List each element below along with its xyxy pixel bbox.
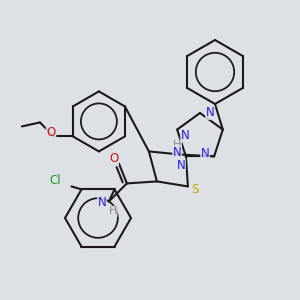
Text: O: O (109, 152, 119, 165)
Text: N: N (173, 146, 182, 159)
Text: N: N (176, 159, 185, 172)
Text: S: S (191, 183, 199, 196)
Text: H: H (173, 140, 181, 150)
Text: N: N (206, 106, 214, 119)
Text: N: N (181, 129, 190, 142)
Text: Cl: Cl (50, 174, 61, 187)
Text: N: N (201, 147, 209, 160)
Text: N: N (98, 196, 106, 209)
Text: O: O (46, 126, 56, 139)
Text: H: H (109, 206, 117, 216)
